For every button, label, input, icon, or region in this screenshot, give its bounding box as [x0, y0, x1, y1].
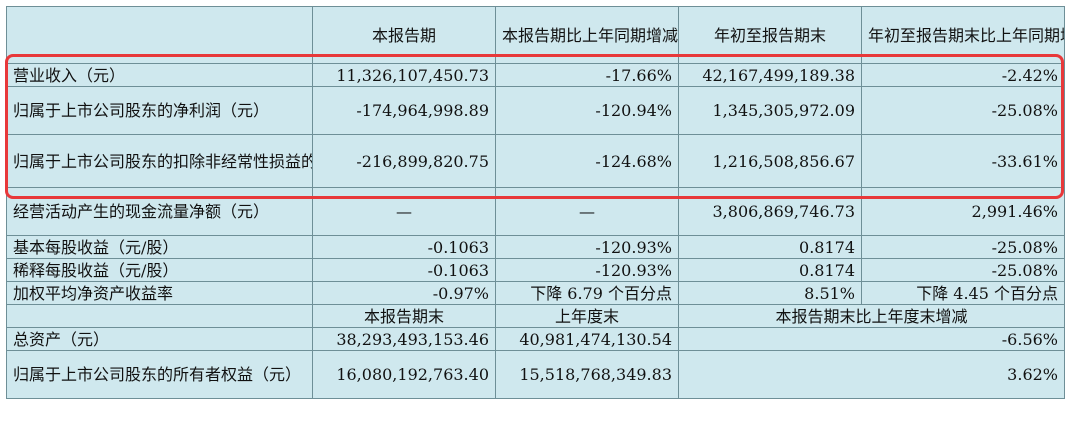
cell-value: 1,345,305,972.09 [678, 86, 862, 135]
row-label: 总资产（元） [6, 327, 313, 351]
table-row: 归属于上市公司股东的净利润（元） -174,964,998.89 -120.94… [6, 86, 1065, 135]
cell-value: -2.42% [861, 63, 1065, 87]
table-row: 营业收入（元） 11,326,107,450.73 -17.66% 42,167… [6, 63, 1065, 87]
header-current-period-change: 本报告期比上年同期增减 [495, 6, 679, 64]
cell-value: 8.51% [678, 281, 862, 305]
table-row: 归属于上市公司股东的所有者权益（元） 16,080,192,763.40 15,… [6, 350, 1065, 399]
cell-value: -25.08% [861, 86, 1065, 135]
header-prior-year-end: 上年度末 [495, 304, 679, 328]
cell-value: — [495, 187, 679, 236]
header-empty-cell [6, 6, 313, 64]
cell-value: -33.61% [861, 134, 1065, 188]
header-period-end: 本报告期末 [312, 304, 496, 328]
cell-value: -6.56% [678, 327, 1065, 351]
row-label: 归属于上市公司股东的扣除非经常性损益的净利润（元） [6, 134, 313, 188]
subheader-empty-cell [6, 304, 313, 328]
cell-value: 3,806,869,746.73 [678, 187, 862, 236]
cell-value: 1,216,508,856.67 [678, 134, 862, 188]
cell-value: 0.8174 [678, 258, 862, 282]
cell-value: — [312, 187, 496, 236]
cell-value: 下降 4.45 个百分点 [861, 281, 1065, 305]
cell-value: -25.08% [861, 235, 1065, 259]
row-label: 基本每股收益（元/股） [6, 235, 313, 259]
table-row: 稀释每股收益（元/股） -0.1063 -120.93% 0.8174 -25.… [6, 258, 1065, 282]
cell-value: 3.62% [678, 350, 1065, 399]
cell-value: -25.08% [861, 258, 1065, 282]
table-row: 经营活动产生的现金流量净额（元） — — 3,806,869,746.73 2,… [6, 187, 1065, 236]
cell-value: -120.93% [495, 258, 679, 282]
cell-value: -0.1063 [312, 235, 496, 259]
header-row: 本报告期 本报告期比上年同期增减 年初至报告期末 年初至报告期末比上年同期增减 [6, 6, 1065, 64]
cell-value: -120.94% [495, 86, 679, 135]
table-row: 归属于上市公司股东的扣除非经常性损益的净利润（元） -216,899,820.7… [6, 134, 1065, 188]
table-row: 基本每股收益（元/股） -0.1063 -120.93% 0.8174 -25.… [6, 235, 1065, 259]
cell-value: 16,080,192,763.40 [312, 350, 496, 399]
header-ytd: 年初至报告期末 [678, 6, 862, 64]
row-label: 归属于上市公司股东的净利润（元） [6, 86, 313, 135]
subheader-row: 本报告期末 上年度末 本报告期末比上年度末增减 [6, 304, 1065, 328]
cell-value: 38,293,493,153.46 [312, 327, 496, 351]
cell-value: 下降 6.79 个百分点 [495, 281, 679, 305]
cell-value: 11,326,107,450.73 [312, 63, 496, 87]
header-period-end-change: 本报告期末比上年度末增减 [678, 304, 1065, 328]
row-label: 加权平均净资产收益率 [6, 281, 313, 305]
cell-value: -0.97% [312, 281, 496, 305]
cell-value: 0.8174 [678, 235, 862, 259]
cell-value: -174,964,998.89 [312, 86, 496, 135]
cell-value: 2,991.46% [861, 187, 1065, 236]
header-current-period: 本报告期 [312, 6, 496, 64]
cell-value: -124.68% [495, 134, 679, 188]
cell-value: 42,167,499,189.38 [678, 63, 862, 87]
row-label: 营业收入（元） [6, 63, 313, 87]
row-label: 经营活动产生的现金流量净额（元） [6, 187, 313, 236]
table-row: 总资产（元） 38,293,493,153.46 40,981,474,130.… [6, 327, 1065, 351]
row-label: 稀释每股收益（元/股） [6, 258, 313, 282]
table-row: 加权平均净资产收益率 -0.97% 下降 6.79 个百分点 8.51% 下降 … [6, 281, 1065, 305]
cell-value: 40,981,474,130.54 [495, 327, 679, 351]
financial-table: 本报告期 本报告期比上年同期增减 年初至报告期末 年初至报告期末比上年同期增减 … [6, 6, 1065, 399]
cell-value: -17.66% [495, 63, 679, 87]
row-label: 归属于上市公司股东的所有者权益（元） [6, 350, 313, 399]
header-ytd-change: 年初至报告期末比上年同期增减 [861, 6, 1065, 64]
cell-value: -120.93% [495, 235, 679, 259]
cell-value: -216,899,820.75 [312, 134, 496, 188]
cell-value: 15,518,768,349.83 [495, 350, 679, 399]
cell-value: -0.1063 [312, 258, 496, 282]
